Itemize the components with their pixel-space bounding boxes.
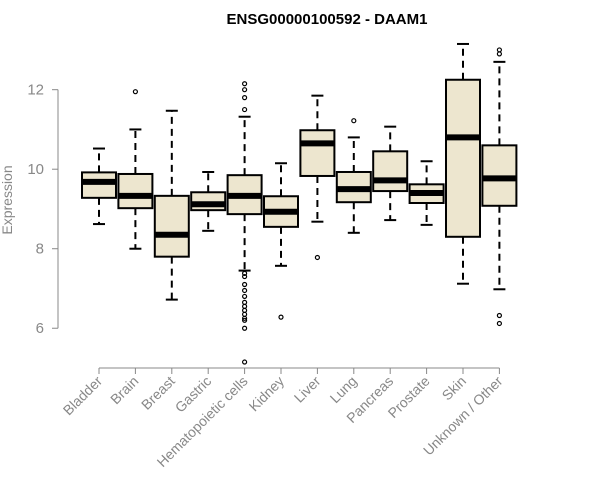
outlier-point xyxy=(314,254,320,261)
x-tick-label: Kidney xyxy=(246,373,288,415)
x-tick-label: Skin xyxy=(439,373,470,404)
outlier-point xyxy=(242,293,248,300)
box-series xyxy=(81,42,518,365)
box xyxy=(81,171,117,199)
x-tick-label: Breast xyxy=(138,373,178,413)
outlier-point xyxy=(496,51,502,57)
outlier-point xyxy=(242,359,248,365)
outlier-point xyxy=(242,81,248,87)
y-axis-label: Expression xyxy=(0,165,15,234)
x-tick-label: Lung xyxy=(327,373,360,406)
box xyxy=(445,78,481,238)
y-tick-label: 6 xyxy=(36,320,44,337)
x-tick-label: Brain xyxy=(107,373,141,407)
box xyxy=(117,172,154,210)
outlier-point xyxy=(242,281,248,288)
box-group xyxy=(408,160,445,226)
outlier-point xyxy=(242,270,248,276)
y-tick-label: 8 xyxy=(36,241,44,258)
outlier-point xyxy=(242,106,248,113)
outlier-point xyxy=(242,325,248,331)
outlier-point xyxy=(351,118,357,124)
outlier-point xyxy=(242,87,248,93)
outlier-point xyxy=(242,315,248,321)
box-group xyxy=(372,125,409,222)
x-tick-label: Liver xyxy=(291,373,324,406)
box-group xyxy=(299,94,336,261)
outlier-point xyxy=(242,287,248,294)
y-tick-label: 12 xyxy=(27,82,44,99)
y-tick-label: 10 xyxy=(27,161,44,178)
box-group xyxy=(81,147,117,226)
box xyxy=(372,150,409,193)
box-group xyxy=(263,162,299,320)
box xyxy=(153,194,190,258)
box-group xyxy=(226,81,263,365)
box-group xyxy=(445,42,481,285)
outlier-point xyxy=(496,320,502,327)
y-axis: 6 8 10 12 xyxy=(27,82,59,337)
outlier-point xyxy=(278,314,284,320)
box xyxy=(299,129,336,177)
box-group xyxy=(117,89,154,250)
box-group xyxy=(153,109,190,301)
box-group xyxy=(190,170,227,232)
chart-title: ENSG00000100592 - DAAM1 xyxy=(227,11,428,28)
outlier-point xyxy=(496,312,502,319)
outlier-point xyxy=(242,95,248,101)
outlier-point xyxy=(242,317,248,323)
outlier-point xyxy=(132,89,138,95)
box-group xyxy=(481,47,518,327)
outlier-point xyxy=(242,273,248,280)
x-tick-label: Bladder xyxy=(60,373,106,419)
box-group xyxy=(335,118,372,234)
